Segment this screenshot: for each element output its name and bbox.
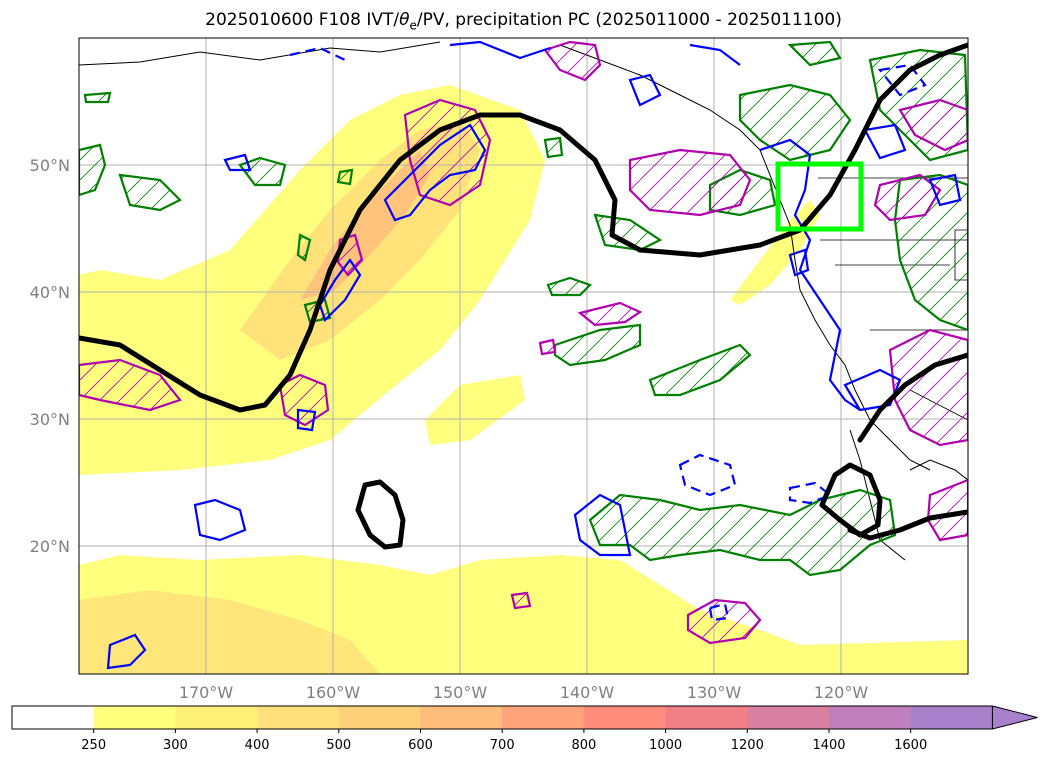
map-frame xyxy=(78,37,969,675)
colorbar-segment xyxy=(583,706,667,729)
colorbar-segment xyxy=(665,706,748,729)
theta-contours xyxy=(79,42,968,550)
lon-label: 160°W xyxy=(306,683,361,702)
lon-label: 140°W xyxy=(560,683,615,702)
colorbar-segment xyxy=(829,706,912,729)
colorbar-segment xyxy=(175,706,258,729)
lat-label: 20°N xyxy=(30,537,70,556)
map-area xyxy=(79,38,968,674)
ivt-band-mid xyxy=(425,375,525,445)
colorbar-tick-label: 800 xyxy=(571,738,596,753)
colorbar-segment xyxy=(910,706,993,729)
pv-contours xyxy=(106,40,962,670)
colorbar-tick-label: 250 xyxy=(81,738,106,753)
colorbar-tick-label: 700 xyxy=(490,738,515,753)
colorbar-tick-label: 500 xyxy=(326,738,351,753)
focus-box xyxy=(775,161,864,232)
lat-label: 40°N xyxy=(30,283,70,302)
colorbar-tick-label: 300 xyxy=(163,738,188,753)
lon-label: 150°W xyxy=(433,683,488,702)
map-title: 2025010600 F108 IVT/θe/PV, precipitation… xyxy=(205,10,842,33)
colorbar: 250 300 400 500 600 700 800 1000 1200 1400 1600 xyxy=(11,705,1038,753)
colorbar-tick-label: 400 xyxy=(245,738,270,753)
pv-dashed-contours xyxy=(289,46,927,622)
colorbar-segment xyxy=(257,706,340,729)
lat-axis: 50°N 40°N 30°N 20°N xyxy=(30,156,70,556)
colorbar-segment xyxy=(502,706,585,729)
colorbar-segment xyxy=(420,706,503,729)
colorbar-tick-label: 1200 xyxy=(731,738,764,753)
colorbar-segment xyxy=(338,706,421,729)
colorbar-segment xyxy=(12,706,95,729)
lon-label: 120°W xyxy=(814,683,869,702)
lat-label: 30°N xyxy=(30,410,70,429)
colorbar-tick-label: 1000 xyxy=(649,738,682,753)
colorbar-segment xyxy=(747,706,830,729)
pc-positive-contours xyxy=(79,40,968,577)
colorbar-extend-arrow xyxy=(991,705,1038,730)
ivt-coast xyxy=(730,200,820,305)
lon-label: 130°W xyxy=(687,683,742,702)
colorbar-segment xyxy=(93,706,176,729)
colorbar-tick-label: 1600 xyxy=(894,738,927,753)
lon-axis: 170°W 160°W 150°W 140°W 130°W 120°W xyxy=(179,683,869,702)
lon-label: 170°W xyxy=(179,683,234,702)
colorbar-tick-label: 1400 xyxy=(812,738,845,753)
ivt-band-sw xyxy=(79,590,380,674)
lat-label: 50°N xyxy=(30,156,70,175)
colorbar-tick-label: 600 xyxy=(408,738,433,753)
